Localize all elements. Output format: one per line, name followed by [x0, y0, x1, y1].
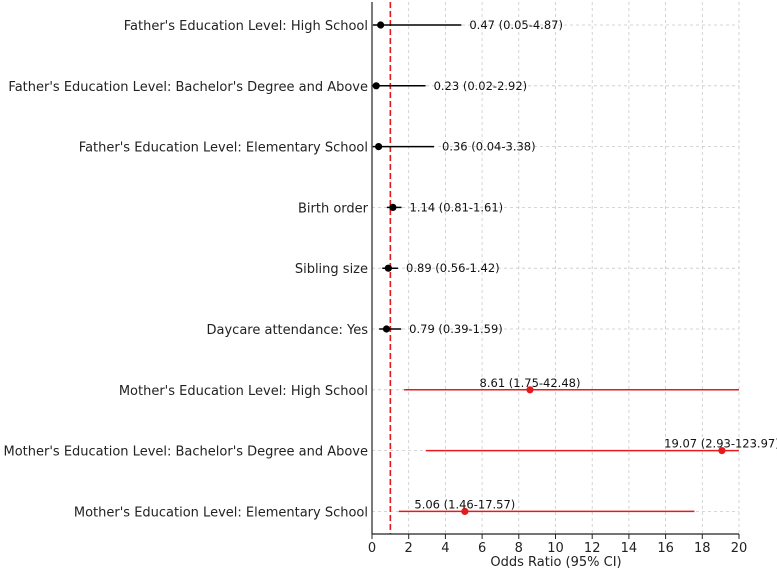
category-label: Birth order [298, 201, 369, 216]
x-tick-label: 4 [441, 541, 449, 556]
category-label: Daycare attendance: Yes [207, 323, 369, 338]
value-label: 19.07 (2.93-123.97) [664, 437, 777, 451]
x-tick-label: 16 [657, 541, 674, 556]
category-label: Mother's Education Level: Bachelor's Deg… [4, 445, 369, 460]
point-estimate [373, 82, 380, 89]
x-tick-label: 2 [405, 541, 413, 556]
x-tick-label: 8 [515, 541, 523, 556]
value-label: 5.06 (1.46-17.57) [414, 497, 515, 511]
value-label: 0.47 (0.05-4.87) [469, 18, 563, 32]
x-tick-label: 0 [368, 541, 376, 556]
x-tick-label: 12 [584, 541, 601, 556]
x-tick-label: 20 [731, 541, 748, 556]
category-label: Father's Education Level: High School [124, 19, 368, 34]
category-label: Mother's Education Level: Elementary Sch… [74, 505, 368, 520]
value-label: 0.36 (0.04-3.38) [442, 140, 536, 154]
x-tick-label: 6 [478, 541, 486, 556]
value-label: 0.23 (0.02-2.92) [434, 79, 528, 93]
value-label: 1.14 (0.81-1.61) [410, 200, 504, 214]
x-tick-label: 10 [547, 541, 564, 556]
point-estimate [377, 21, 384, 28]
category-label: Mother's Education Level: High School [119, 384, 368, 399]
point-estimate [385, 265, 392, 272]
x-tick-label: 14 [621, 541, 638, 556]
point-estimate [375, 143, 382, 150]
category-label: Father's Education Level: Bachelor's Deg… [8, 80, 368, 95]
x-axis-title: Odds Ratio (95% CI) [490, 555, 621, 570]
point-estimate [389, 204, 396, 211]
value-label: 0.89 (0.56-1.42) [406, 261, 500, 275]
category-label: Father's Education Level: Elementary Sch… [79, 141, 368, 156]
x-tick-label: 18 [694, 541, 711, 556]
value-label: 8.61 (1.75-42.48) [480, 376, 581, 390]
value-label: 0.79 (0.39-1.59) [409, 322, 503, 336]
point-estimate [383, 325, 390, 332]
category-label: Sibling size [295, 262, 368, 277]
